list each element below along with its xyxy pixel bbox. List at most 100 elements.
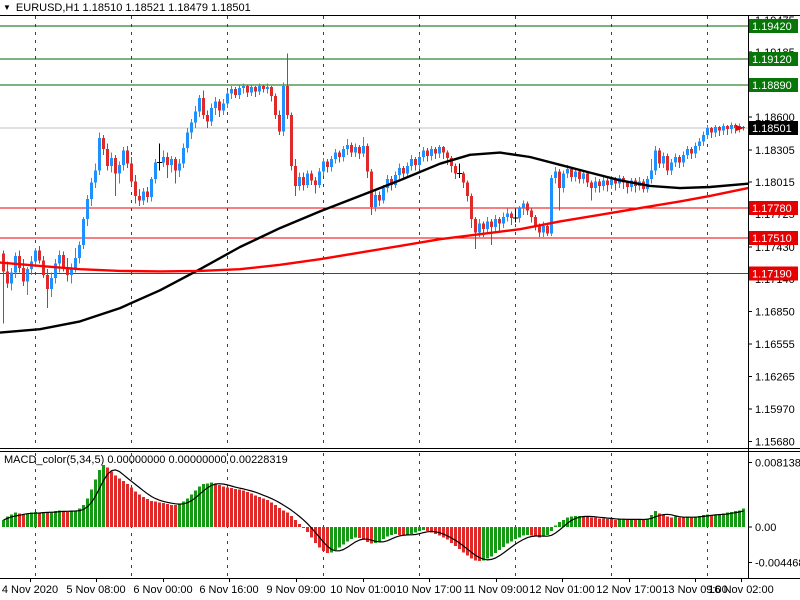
- bull-candle: [298, 177, 301, 186]
- resistance-badge: [749, 52, 798, 67]
- bear-candle: [614, 179, 617, 184]
- indicator-label: MACD_color(5,34,5) 0.00000000 0.00000000…: [4, 454, 288, 466]
- bear-candle: [482, 223, 485, 230]
- bull-candle: [670, 162, 673, 171]
- bull-candle: [346, 144, 349, 150]
- bull-candle: [702, 134, 705, 142]
- level-lines: [0, 25, 748, 275]
- bear-candle: [586, 173, 589, 183]
- bear-candle: [102, 138, 105, 150]
- bull-candle: [198, 98, 201, 112]
- bear-candle: [530, 210, 533, 217]
- bear-candle: [414, 159, 417, 165]
- bear-candle: [22, 268, 25, 282]
- bear-candle: [678, 157, 681, 163]
- pane-borders: [0, 15, 800, 579]
- bull-candle: [714, 127, 717, 133]
- macd-tick-label: 0.00: [755, 522, 776, 534]
- macd-signal-line: [3, 469, 744, 561]
- bull-candle: [422, 150, 425, 157]
- bull-candle: [386, 179, 389, 189]
- bull-candle: [698, 141, 701, 146]
- bull-candle: [230, 89, 233, 94]
- time-tick-label: 4 Nov 2020: [2, 584, 58, 596]
- bull-candle: [722, 125, 725, 131]
- bear-candle: [62, 254, 65, 267]
- bull-candle: [214, 101, 217, 109]
- bear-candle: [138, 195, 141, 201]
- bear-candle: [434, 149, 437, 154]
- bull-candle: [110, 158, 113, 166]
- bear-candle: [290, 114, 293, 166]
- bear-candle: [718, 127, 721, 131]
- time-axis: 4 Nov 2020 5 Nov 08:00 6 Nov 00:00 6 Nov 16…: [2, 578, 774, 596]
- bull-candle: [54, 263, 57, 279]
- bull-candle: [250, 87, 253, 93]
- bull-candle: [730, 124, 733, 130]
- chart-title: ▼ EURUSD,H1 1.18510 1.18521 1.18479 1.18…: [3, 1, 251, 14]
- bear-candle: [546, 225, 549, 234]
- bear-candle: [538, 225, 541, 233]
- bull-candle: [154, 162, 157, 180]
- bull-candle: [118, 164, 121, 174]
- bear-candle: [302, 177, 305, 185]
- bear-candle: [338, 152, 341, 157]
- bull-candle: [266, 87, 269, 90]
- bear-candle: [126, 150, 129, 164]
- bear-candle: [206, 114, 209, 122]
- bull-candle: [318, 171, 321, 185]
- bull-candle: [98, 138, 101, 171]
- bear-candle: [46, 274, 49, 290]
- bull-candle: [50, 278, 53, 290]
- bull-candle: [410, 159, 413, 166]
- bear-candle: [450, 158, 453, 166]
- badge-label: 1.17780: [752, 203, 792, 215]
- time-tick-label: 12 Nov 17:00: [596, 584, 661, 596]
- bull-candle: [562, 173, 565, 189]
- bull-candle: [238, 88, 241, 95]
- bull-candle: [694, 145, 697, 154]
- bull-candle: [518, 208, 521, 219]
- bull-candle: [394, 174, 397, 185]
- bear-candle: [710, 128, 713, 133]
- time-tick-label: 6 Nov 00:00: [133, 584, 192, 596]
- bull-candle: [90, 182, 93, 200]
- bear-candle: [734, 124, 737, 129]
- macd-histogram: [2, 465, 745, 562]
- bear-candle: [262, 85, 265, 90]
- bear-candle: [254, 87, 257, 92]
- time-tick-label: 12 Nov 01:00: [529, 584, 594, 596]
- resistance-badge: [749, 77, 798, 92]
- bull-candle: [334, 152, 337, 160]
- bull-candle: [10, 272, 13, 284]
- chart-title-text: EURUSD,H1 1.18510 1.18521 1.18479 1.1850…: [15, 1, 251, 14]
- bear-candle: [286, 85, 289, 115]
- bull-candle: [190, 122, 193, 133]
- badge-label: 1.17190: [752, 269, 792, 281]
- bull-candle: [602, 180, 605, 186]
- bull-candle: [122, 150, 125, 165]
- bear-candle: [366, 145, 369, 172]
- bear-candle: [454, 165, 457, 174]
- current-price-arrow-icon: [736, 125, 744, 131]
- bear-candle: [378, 194, 381, 201]
- bull-candle: [170, 159, 173, 165]
- bear-candle: [526, 203, 529, 211]
- support-badge: [749, 201, 798, 216]
- bull-candle: [582, 173, 585, 180]
- macd-tick-label: 0.0081383: [755, 457, 800, 469]
- bear-candle: [310, 173, 313, 181]
- bull-candle: [398, 168, 401, 175]
- bull-candle: [374, 194, 377, 207]
- bull-candle: [506, 213, 509, 217]
- bear-candle: [274, 95, 277, 115]
- bull-candle: [74, 258, 77, 269]
- bear-candle: [446, 152, 449, 159]
- bear-candle: [114, 158, 117, 174]
- support-badge: [749, 231, 798, 246]
- bull-candle: [502, 217, 505, 224]
- price-tick-label: 1.16265: [755, 371, 795, 383]
